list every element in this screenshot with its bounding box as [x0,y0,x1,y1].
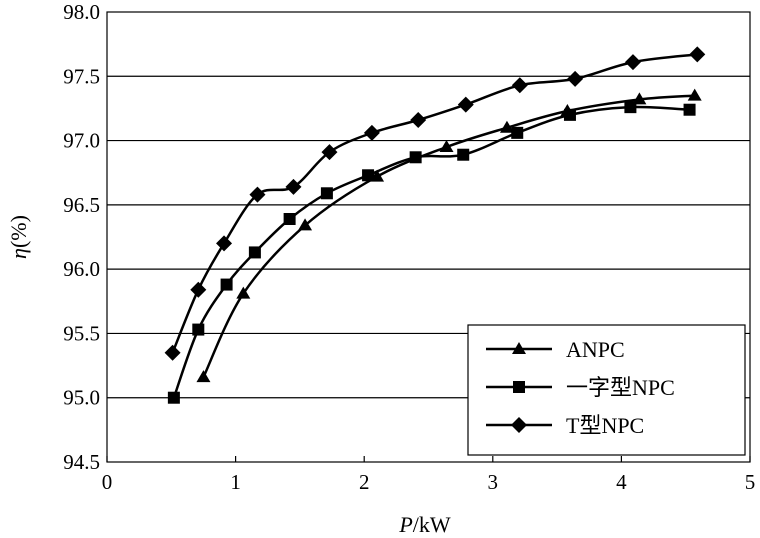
legend-label: T型NPC [566,413,644,438]
square-marker [683,103,696,116]
x-axis-label: P/kW [398,512,451,537]
x-tick-label: 3 [488,470,499,494]
diamond-marker [363,124,380,141]
square-marker [409,151,422,164]
square-marker [283,213,296,225]
diamond-marker [410,112,427,128]
square-marker [167,391,180,404]
triangle-marker [298,218,313,231]
legend-item: ANPC [486,337,625,362]
y-tick-label: 97.5 [63,64,100,88]
diamond-marker [457,96,474,113]
square-marker [248,246,261,259]
x-tick-label: 2 [359,470,370,494]
diamond-marker [511,77,528,94]
triangle-marker [512,342,526,354]
square-marker [320,187,333,200]
y-tick-label: 95.0 [63,386,100,410]
triangle-marker [196,370,211,383]
square-marker [513,381,525,393]
square-marker [624,101,637,114]
square-marker [511,126,524,139]
x-tick-label: 4 [616,470,627,494]
diamond-marker [511,417,527,433]
diamond-marker [164,344,181,361]
y-axis-ticks: 94.5 95.0 95.5 96.0 96.5 97.0 97.5 98.0 [63,0,100,474]
y-tick-label: 96.0 [63,257,100,281]
diamond-marker [624,54,641,71]
diamond-marker [321,144,338,161]
legend-item: 一字型NPC [486,375,675,400]
diamond-marker [285,178,302,195]
legend-item: T型NPC [486,413,644,438]
square-marker [563,108,576,121]
triangle-marker [236,286,251,299]
square-marker [192,323,205,336]
y-tick-label: 98.0 [63,0,100,24]
triangle-marker [439,140,454,152]
series-line [171,53,698,354]
series-group [164,46,706,404]
diamond-marker [216,235,233,252]
series-diamond [164,46,706,361]
triangle-marker [687,88,702,101]
x-tick-label: 1 [230,470,241,494]
legend-label: ANPC [566,337,625,362]
x-tick-label: 0 [102,470,113,494]
x-tick-label: 5 [745,470,756,494]
y-tick-label: 94.5 [63,450,100,474]
diamond-marker [689,46,706,63]
diamond-marker [249,186,266,203]
triangle-marker [499,120,514,133]
series-line [202,94,695,378]
y-tick-label: 96.5 [63,193,100,217]
diamond-marker [567,70,584,87]
square-marker [457,148,470,161]
square-marker [220,278,233,291]
y-axis-label: η(%) [6,215,31,259]
legend: ANPC 一字型NPC T型NPC [467,324,746,456]
diamond-marker [190,281,207,298]
square-marker [362,169,375,182]
legend-label: 一字型NPC [566,375,675,400]
y-tick-label: 97.0 [63,129,100,153]
plot-frame [106,11,751,463]
series-triangle [196,88,702,383]
series-square [167,101,696,404]
y-tick-label: 95.5 [63,321,100,345]
